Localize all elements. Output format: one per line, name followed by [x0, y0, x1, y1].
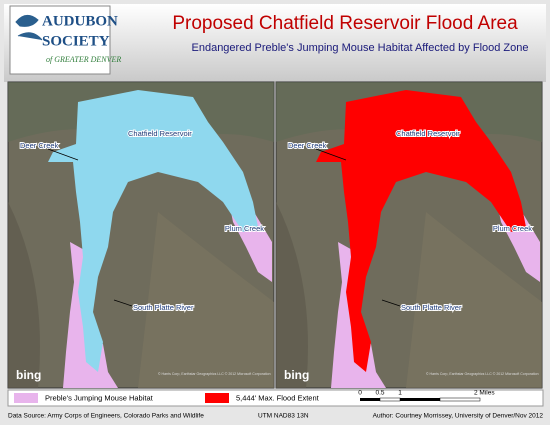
scale-bar: [439, 397, 481, 402]
logo-icon: [15, 15, 43, 41]
leader-line: [113, 299, 133, 307]
place-label: Plum Creek: [225, 224, 264, 233]
legend-swatch: [14, 393, 38, 403]
footer-projection: UTM NAD83 13N: [258, 413, 309, 420]
leader-line: [47, 148, 79, 161]
scale-label: 0.5: [375, 390, 384, 397]
place-label: Deer Creek: [20, 141, 59, 150]
scale-bar: [400, 398, 440, 401]
logo-line: AUDUBON: [42, 13, 118, 29]
subtitle: Endangered Preble's Jumping Mouse Habita…: [192, 42, 529, 54]
terrain: [276, 202, 308, 388]
place-label: Chatfield Reservoir: [128, 129, 192, 138]
scale-label: 1: [398, 390, 402, 397]
map-panels: Deer Creek Chatfield Reservoir Plum Creek S…: [7, 81, 543, 389]
place-label: Deer Creek: [288, 141, 327, 150]
basemap-credit: © Harris Corp, Earthstar Geographics LLC…: [158, 372, 271, 376]
scale-label: 2 Miles: [474, 390, 495, 397]
terrain: [138, 212, 274, 388]
basemap-logo: bing: [284, 368, 309, 382]
legend-swatch: [205, 393, 229, 403]
footer-author: Author: Courtney Morrissey, University o…: [373, 413, 544, 420]
leader-line: [381, 299, 401, 307]
legend-label: Preble's Jumping Mouse Habitat: [45, 393, 154, 402]
legend-bar: [7, 389, 544, 407]
terrain: [406, 212, 542, 388]
map-panel: Deer Creek Chatfield Reservoir Plum Creek S…: [7, 81, 275, 389]
legend-label: 5,444' Max. Flood Extent: [236, 393, 320, 402]
leader-line: [315, 148, 347, 161]
footer-source: Data Source: Army Corps of Engineers, Co…: [8, 413, 204, 420]
title: Proposed Chatfield Reservoir Flood Area: [172, 13, 518, 34]
logo-line: of GREATER DENVER: [46, 55, 121, 64]
scale-label: 0: [358, 390, 362, 397]
scale-bar: [379, 397, 401, 402]
place-label: Chatfield Reservoir: [396, 129, 460, 138]
scale-bar: [360, 398, 380, 401]
basemap-logo: bing: [16, 368, 41, 382]
map-panel: Deer Creek Chatfield Reservoir Plum Creek S…: [275, 81, 543, 389]
place-label: South Platte River: [401, 303, 462, 312]
basemap-credit: © Harris Corp, Earthstar Geographics LLC…: [426, 372, 539, 376]
place-label: Plum Creek: [493, 224, 532, 233]
terrain: [8, 202, 40, 388]
place-label: South Platte River: [133, 303, 194, 312]
logo-line: SOCIETY: [42, 33, 110, 49]
